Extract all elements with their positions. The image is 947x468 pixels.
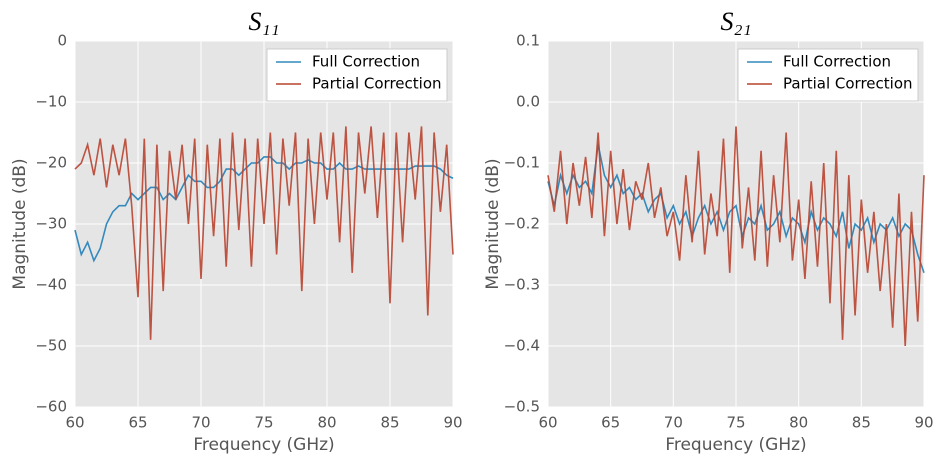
y-tick-label: −0.5 (504, 398, 540, 416)
x-tick-label: 65 (601, 414, 620, 432)
y-tick-label: −0.1 (504, 154, 540, 172)
y-tick-label: −60 (35, 398, 67, 416)
y-axis-label: Magnitude (dB) (10, 158, 30, 289)
y-tick-label: −40 (35, 276, 67, 294)
y-tick-label: −30 (35, 215, 67, 233)
series-line (547, 126, 925, 347)
x-tick-label: 60 (65, 414, 84, 432)
x-tick-label: 90 (914, 414, 933, 432)
x-tick-label: 85 (852, 414, 871, 432)
x-tick-label: 80 (789, 414, 808, 432)
legend-box (266, 48, 448, 102)
y-tick-label: 0 (57, 32, 67, 50)
series-line (74, 156, 454, 263)
legend-box (737, 48, 919, 102)
x-tick-label: 70 (664, 414, 683, 432)
chart-title: S₁₁ (248, 7, 279, 36)
x-tick-label: 85 (380, 414, 399, 432)
x-tick-label: 70 (191, 414, 210, 432)
y-tick-label: 0.1 (516, 32, 540, 50)
y-tick-label: −10 (35, 93, 67, 111)
series-line (547, 144, 925, 274)
x-tick-label: 90 (443, 414, 462, 432)
y-tick-label: −0.3 (504, 276, 540, 294)
y-tick-label: −0.4 (504, 337, 540, 355)
x-tick-label: 60 (538, 414, 557, 432)
legend-label: Full Correction (783, 53, 891, 71)
x-axis-label: Frequency (GHz) (665, 435, 806, 455)
x-tick-label: 75 (726, 414, 745, 432)
series-line (74, 126, 454, 340)
y-axis-label: Magnitude (dB) (483, 158, 503, 289)
x-axis-label: Frequency (GHz) (193, 435, 334, 455)
legend-label: Partial Correction (783, 75, 913, 93)
x-tick-label: 75 (254, 414, 273, 432)
y-tick-label: −50 (35, 337, 67, 355)
legend-label: Partial Correction (312, 75, 442, 93)
y-tick-label: −0.2 (504, 215, 540, 233)
chart-title: S₂₁ (720, 7, 751, 36)
y-tick-label: −20 (35, 154, 67, 172)
y-tick-label: 0.0 (516, 93, 540, 111)
legend-label: Full Correction (312, 53, 420, 71)
x-tick-label: 65 (128, 414, 147, 432)
x-tick-label: 80 (317, 414, 336, 432)
